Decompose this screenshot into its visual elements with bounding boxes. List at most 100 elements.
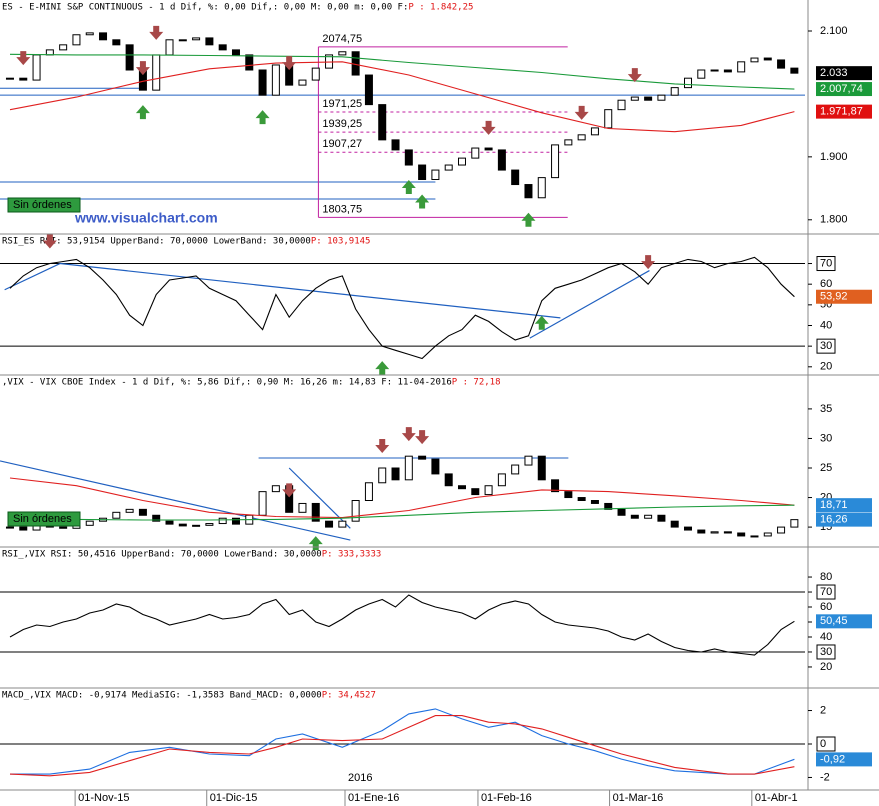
sell-arrow xyxy=(401,427,416,442)
candle xyxy=(670,520,679,528)
x-tick-label: 01-Nov-15 xyxy=(78,792,129,804)
sell-arrow xyxy=(641,255,656,270)
candle xyxy=(85,32,94,36)
candle xyxy=(418,455,427,460)
x-tick-label: 01-Mar-16 xyxy=(613,792,664,804)
candle xyxy=(19,526,28,531)
buy-arrow xyxy=(255,110,270,125)
candle xyxy=(484,485,493,496)
candle xyxy=(590,500,599,504)
candle xyxy=(378,104,387,141)
price-marker-label: 18,71 xyxy=(820,499,848,511)
candle xyxy=(684,526,693,531)
candle xyxy=(125,44,134,71)
price-marker-label: -0,92 xyxy=(820,753,845,765)
buy-arrow xyxy=(534,315,549,330)
sell-arrow xyxy=(574,105,589,120)
tick-box xyxy=(816,338,836,354)
price-marker-label: 16,26 xyxy=(820,514,848,526)
buy-arrow xyxy=(521,212,536,227)
candle xyxy=(431,458,440,475)
candle xyxy=(617,508,626,516)
candle xyxy=(32,54,41,81)
sell-arrow xyxy=(149,25,164,40)
price-marker xyxy=(816,498,872,513)
candle xyxy=(271,64,280,96)
candle xyxy=(364,74,373,106)
candle xyxy=(710,69,719,72)
candle xyxy=(271,485,280,493)
sell-arrow xyxy=(135,61,150,76)
candle xyxy=(112,511,121,519)
series-line xyxy=(9,594,795,656)
series-line xyxy=(10,708,795,775)
candle xyxy=(497,473,506,487)
panel-header-price: P: 103,9145 xyxy=(311,237,371,247)
candle xyxy=(590,127,599,136)
panel-header-price: P: 333,3333 xyxy=(322,550,382,560)
panel-header-price: P: 34,4527 xyxy=(322,691,376,701)
dashed-level-label: 1971,25 xyxy=(322,98,362,110)
candle xyxy=(577,134,586,141)
series-line xyxy=(9,477,795,519)
candle xyxy=(364,482,373,502)
candle xyxy=(630,96,639,101)
series-line xyxy=(9,504,795,521)
y-tick-label: 30 xyxy=(820,432,832,444)
sell-arrow xyxy=(627,68,642,83)
buy-arrow xyxy=(401,180,416,195)
candle xyxy=(5,77,14,80)
candle xyxy=(378,467,387,484)
tick-box xyxy=(816,256,836,272)
candle xyxy=(763,532,772,537)
price-marker xyxy=(816,66,872,81)
buy-arrow xyxy=(308,536,323,551)
candle xyxy=(497,149,506,171)
y-tick-label: 40 xyxy=(820,319,832,331)
candle xyxy=(444,164,453,171)
y-tick-label: 0 xyxy=(820,738,826,750)
candle xyxy=(564,139,573,146)
year-label: 2016 xyxy=(348,772,372,784)
panel-header: ES - E-MINI S&P CONTINUOUS - 1 d Dif, %:… xyxy=(2,3,408,13)
sell-arrow xyxy=(282,56,297,71)
candle xyxy=(258,69,267,96)
buy-arrow xyxy=(415,194,430,209)
candle xyxy=(59,44,68,51)
notice: Sin órdenes xyxy=(13,199,72,211)
candle xyxy=(723,531,732,534)
candle xyxy=(551,479,560,493)
candle xyxy=(471,147,480,159)
price-marker-label: 2.033 xyxy=(820,67,848,79)
candle xyxy=(311,67,320,81)
box-label: 1803,75 xyxy=(322,203,362,215)
y-tick-label: 70 xyxy=(820,257,832,269)
tick-box xyxy=(816,644,836,660)
x-tick-label: 01-Dic-15 xyxy=(210,792,258,804)
candle xyxy=(178,523,187,527)
candle xyxy=(723,69,732,73)
candle xyxy=(298,79,307,86)
price-marker xyxy=(816,614,872,629)
candle xyxy=(418,164,427,181)
dashed-level-label: 1907,27 xyxy=(322,138,362,150)
y-tick-label: 60 xyxy=(820,601,832,613)
candle xyxy=(790,67,799,74)
candle xyxy=(205,37,214,46)
sell-arrow xyxy=(42,234,57,249)
candle xyxy=(138,508,147,516)
candle xyxy=(511,169,520,186)
series-line xyxy=(9,61,795,133)
candle xyxy=(684,77,693,89)
box-label: 2074,75 xyxy=(322,33,362,45)
candle xyxy=(125,508,134,513)
candle xyxy=(457,157,466,166)
price-marker xyxy=(816,82,872,97)
tick-box xyxy=(816,584,836,600)
panel-header: ,VIX - VIX CBOE Index - 1 d Dif, %: 5,86… xyxy=(2,378,452,388)
candle xyxy=(231,49,240,56)
y-tick-label: -2 xyxy=(820,771,830,783)
candle xyxy=(351,500,360,522)
candle xyxy=(763,57,772,61)
candle xyxy=(205,523,214,526)
